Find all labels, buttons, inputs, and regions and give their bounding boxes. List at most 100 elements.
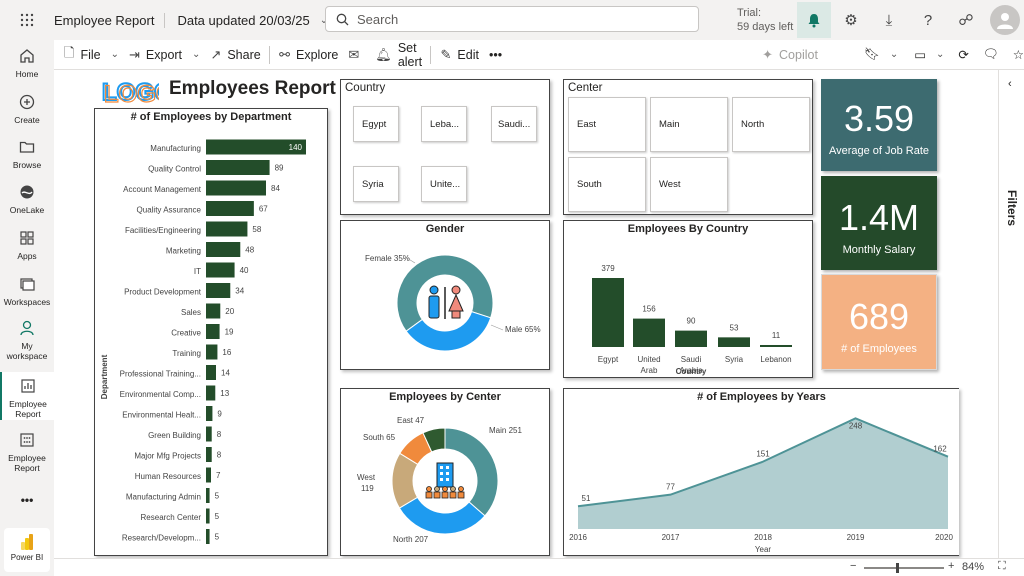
nav-workspaces[interactable]: Workspaces [0, 274, 54, 307]
folder-icon [0, 137, 54, 157]
nav-onelake[interactable]: OneLake [0, 182, 54, 215]
nav-browse[interactable]: Browse [0, 137, 54, 170]
kpi-label: Average of Job Rate [828, 145, 930, 157]
feedback-icon[interactable]: ☍ [958, 12, 974, 29]
zoom-out-button[interactable]: − [850, 560, 857, 572]
copilot-button[interactable]: ✦ Copilot [762, 46, 818, 62]
data-label: 140 [289, 143, 303, 152]
center-slicer[interactable]: Center East Main North South West [563, 79, 813, 215]
data-label: 53 [730, 323, 739, 332]
bar [206, 447, 212, 462]
data-label: 67 [259, 205, 268, 214]
avatar[interactable] [990, 5, 1020, 35]
powerbi-switcher[interactable]: Power BI [4, 528, 50, 572]
view-icon[interactable]: ▭ ⌄ [914, 48, 945, 62]
x-axis-label: Country [676, 367, 707, 376]
filters-pane[interactable]: ‹ Filters [998, 70, 1024, 558]
zoom-slider-handle[interactable] [896, 563, 899, 573]
data-label: 162 [933, 445, 947, 454]
bar [206, 529, 210, 544]
app-launcher-icon[interactable] [0, 0, 54, 40]
nav-employee-report-dashboard[interactable]: Employee Report [0, 430, 54, 473]
data-label: 77 [666, 483, 675, 492]
search-placeholder: Search [357, 11, 399, 27]
chevron-down-icon[interactable]: ⌄ [319, 14, 329, 26]
set-alert-button[interactable]: 🔔︎ Set alert [375, 40, 423, 69]
slicer-item-lebanon[interactable]: Leba... [421, 106, 467, 142]
more-icon[interactable]: ••• [20, 493, 34, 507]
kpi-monthly-salary[interactable]: 1.4M Monthly Salary [821, 176, 937, 270]
country-slicer[interactable]: Country Egypt Leba... Saudi... Syria Uni… [340, 79, 550, 215]
female-legs [451, 310, 461, 319]
file-menu[interactable]: 🗋 File ⌄ [64, 44, 119, 66]
data-label: 248 [849, 421, 863, 430]
notifications-button[interactable] [797, 2, 831, 38]
edit-button[interactable]: ✎ Edit [440, 46, 479, 62]
chevron-left-icon[interactable]: ‹ [1008, 78, 1012, 90]
export-menu[interactable]: ⇥ Export ⌄ [129, 46, 201, 62]
category-label: Environmental Comp... [120, 390, 201, 399]
bar [206, 426, 212, 442]
slicer-item-syria[interactable]: Syria [353, 166, 399, 202]
help-icon[interactable]: ? [923, 11, 933, 29]
favorite-star-icon[interactable]: ☆ [1012, 48, 1024, 62]
data-label: 90 [687, 317, 696, 326]
years-area-chart[interactable]: # of Employees by Years 51 2016 77 2017 151 2… [563, 388, 959, 556]
nav-create[interactable]: Create [0, 92, 54, 125]
category-label: Facilities/Engineering [125, 226, 201, 235]
copilot-icon: ✦ [762, 46, 774, 62]
tick-label: 2017 [662, 533, 680, 542]
settings-gear-icon[interactable]: ⚙ [844, 12, 858, 29]
bar [206, 508, 210, 524]
slicer-item-saudi[interactable]: Saudi... [491, 106, 537, 142]
bookmark-icon[interactable]: 🔖︎ ⌄ [863, 47, 899, 61]
nav-employee-report[interactable]: Employee Report [0, 372, 54, 420]
kpi-employee-count[interactable]: 689 # of Employees [821, 274, 937, 370]
subscribe-icon: ✉ [348, 46, 360, 62]
tick-label: 2020 [935, 533, 953, 542]
share-button[interactable]: ↗ Share [210, 46, 261, 62]
slicer-item-egypt[interactable]: Egypt [353, 106, 399, 142]
download-icon[interactable]: ⤓ [885, 11, 893, 29]
comment-icon[interactable]: 🗨︎ [982, 47, 999, 61]
gender-donut-chart[interactable]: Gender Female 35% Male 65% [340, 220, 550, 370]
refresh-icon[interactable]: ⟳ [958, 48, 969, 62]
slicer-item-main[interactable]: Main [650, 97, 728, 152]
kpi-value: 1.4M [838, 197, 920, 238]
window [440, 472, 443, 475]
nav-my-workspace[interactable]: My workspace [0, 318, 54, 361]
kpi-job-rate[interactable]: 3.59 Average of Job Rate [821, 79, 937, 171]
bar [206, 406, 213, 421]
fit-to-page-icon[interactable]: ⛶ [998, 560, 1006, 572]
bar [206, 283, 231, 298]
app-title[interactable]: Employee Report [54, 12, 166, 28]
category-label: Saudi [681, 355, 702, 364]
search-icon [336, 13, 349, 25]
slicer-item-west[interactable]: West [650, 157, 728, 212]
department-bar-chart[interactable]: # of Employees by Department Department M… [94, 108, 328, 556]
window [440, 466, 443, 469]
pencil-icon: ✎ [440, 46, 452, 62]
nav-apps[interactable]: Apps [0, 228, 54, 261]
slicer-item-south[interactable]: South [568, 157, 646, 212]
subscribe-button[interactable]: ✉ [348, 47, 365, 63]
more-options-button[interactable]: ••• [488, 47, 503, 62]
data-updated-label[interactable]: Data updated 20/03/25 [177, 12, 310, 28]
slicer-item-uae[interactable]: Unite... [421, 166, 467, 202]
data-label: 379 [601, 264, 615, 273]
zoom-slider[interactable] [864, 567, 944, 569]
center-donut-chart[interactable]: Employees by Center Main 251 North 207 Wes… [340, 388, 550, 556]
person-head [442, 486, 448, 492]
zoom-in-button[interactable]: + [948, 560, 955, 572]
slicer-item-north[interactable]: North [732, 97, 810, 152]
slicer-item-east[interactable]: East [568, 97, 646, 152]
explore-button[interactable]: ⚯ Explore [279, 46, 339, 62]
bar [206, 467, 211, 483]
person-head [434, 486, 440, 492]
data-label: 51 [582, 494, 591, 503]
search-input[interactable]: Search [325, 6, 699, 32]
data-label: 16 [222, 348, 231, 357]
nav-home[interactable]: Home [0, 46, 54, 79]
country-bar-chart[interactable]: Employees By Country 379 Egypt 156 United Ar… [563, 220, 813, 378]
building-people-icon [425, 462, 465, 499]
